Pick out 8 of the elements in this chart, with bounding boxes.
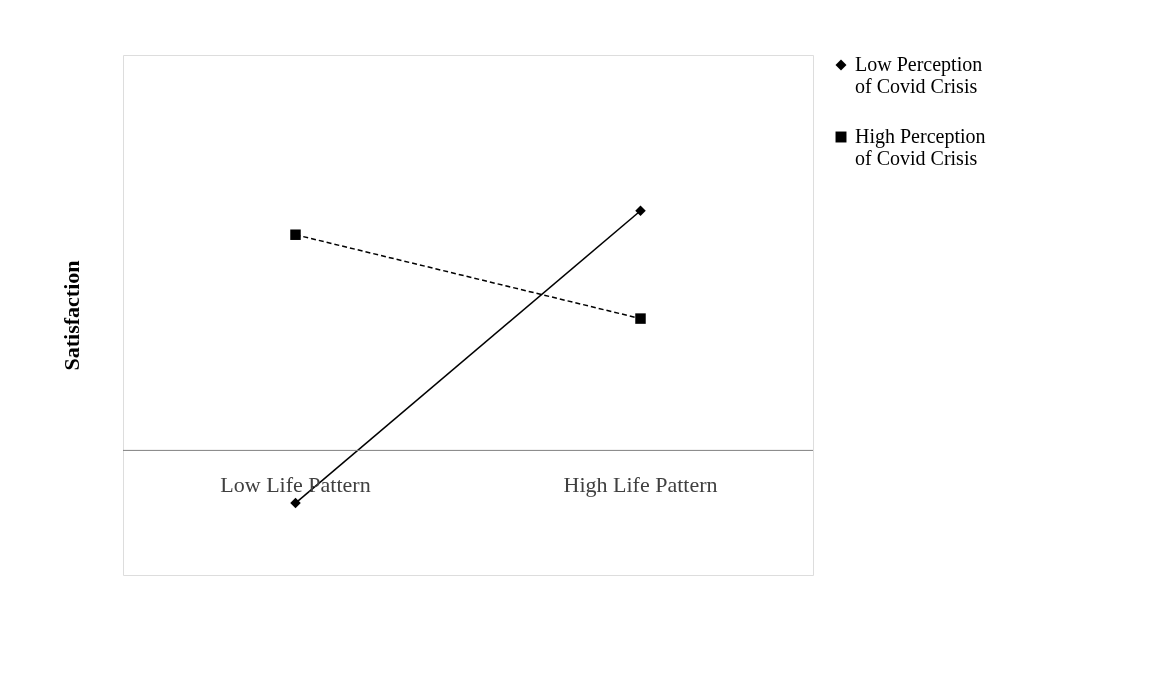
legend-label: Low Perception of Covid Crisis — [855, 53, 983, 97]
y-axis-title: Satisfaction — [58, 260, 84, 371]
point — [635, 205, 646, 216]
point — [290, 497, 301, 509]
point — [290, 229, 301, 240]
legend-label: High Perception of Covid Crisis — [855, 125, 986, 169]
point — [635, 313, 646, 324]
x-tick-label: High Life Pattern — [563, 472, 718, 498]
